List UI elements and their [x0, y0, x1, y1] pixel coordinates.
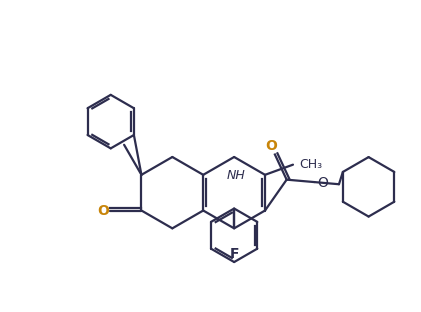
Text: F: F — [229, 247, 239, 261]
Text: O: O — [265, 139, 277, 154]
Text: NH: NH — [227, 169, 245, 182]
Text: CH₃: CH₃ — [299, 158, 322, 171]
Text: O: O — [318, 176, 329, 190]
Text: O: O — [97, 203, 109, 217]
